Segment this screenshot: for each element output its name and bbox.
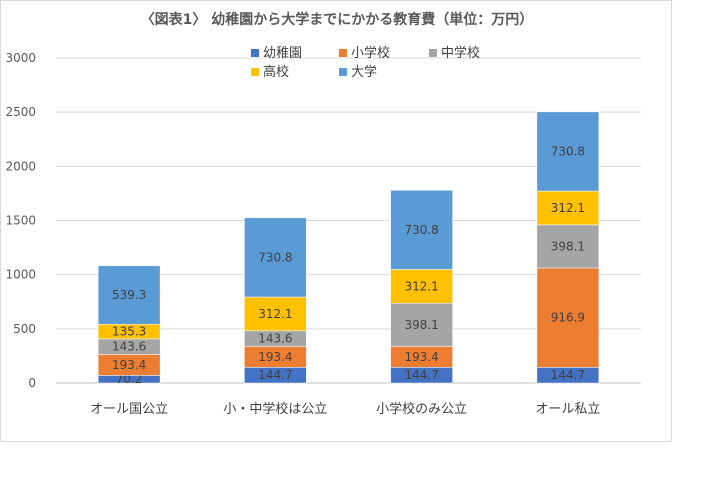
y-tick-label: 3000 [5, 51, 36, 65]
category-label: オール私立 [535, 402, 600, 417]
bar-segment [390, 302, 453, 347]
chart-area: 〈図表1〉 幼稚園から大学までにかかる教育費（単位：万円） 0 500 1000 15… [0, 0, 672, 442]
bars: 70.2193.4143.6135.3539.3144.7193.4143.63… [97, 111, 600, 386]
data-label: 143.6 [258, 332, 292, 346]
y-tick-label: 1000 [5, 268, 36, 282]
y-tick-label: 0 [28, 376, 36, 390]
y-tick-label: 2500 [5, 105, 36, 119]
data-label: 193.4 [258, 350, 292, 364]
data-label: 143.6 [112, 340, 146, 354]
data-label: 144.7 [258, 368, 292, 382]
chart-title: 〈図表1〉 幼稚園から大学までにかかる教育費（単位：万円） [141, 11, 534, 28]
data-label: 398.1 [404, 318, 438, 332]
bar-segment [536, 224, 600, 269]
data-label: 730.8 [258, 250, 292, 264]
y-axis: 0 500 1000 1500 2000 2500 3000 [5, 51, 36, 390]
data-label: 312.1 [551, 201, 585, 215]
legend-swatch [251, 49, 259, 57]
x-axis: オール国公立 小・中学校は公立 小学校のみ公立 オール私立 [90, 401, 600, 417]
legend-swatch [339, 49, 347, 57]
bar-segment [536, 267, 600, 368]
legend-swatch [429, 49, 437, 57]
data-label: 193.4 [404, 350, 438, 364]
stacked-bar-chart: 〈図表1〉 幼稚園から大学までにかかる教育費（単位：万円） 0 500 1000 15… [5, 11, 641, 417]
data-label: 312.1 [258, 307, 292, 321]
bar-segment [97, 265, 161, 325]
legend-label: 幼稚園 [263, 46, 302, 61]
legend-label: 小学校 [351, 45, 390, 61]
y-tick-label: 1500 [5, 214, 36, 228]
data-label: 144.7 [404, 368, 438, 382]
data-label: 70.2 [116, 372, 143, 386]
category-label: 小学校のみ公立 [376, 401, 467, 417]
legend-swatch [251, 68, 259, 76]
data-label: 730.8 [551, 144, 585, 158]
y-tick-label: 2000 [5, 159, 36, 173]
data-label: 312.1 [404, 279, 438, 293]
bar-segment [536, 190, 600, 226]
data-label: 916.9 [551, 311, 585, 325]
y-tick-label: 500 [13, 322, 36, 336]
bar-segment [390, 190, 453, 270]
data-label: 193.4 [112, 358, 146, 372]
data-label: 398.1 [551, 239, 585, 253]
bar-segment [390, 269, 453, 304]
legend-label: 中学校 [441, 45, 480, 61]
bar-segment [536, 111, 600, 192]
legend-label: 高校 [263, 64, 289, 80]
legend-swatch [339, 68, 347, 76]
category-label: オール国公立 [90, 402, 168, 417]
bar-segment [244, 217, 307, 298]
data-label: 539.3 [112, 288, 146, 302]
data-label: 144.7 [551, 368, 585, 382]
category-label: 小・中学校は公立 [223, 401, 327, 417]
legend-label: 大学 [351, 64, 377, 80]
data-label: 135.3 [112, 325, 146, 339]
data-label: 730.8 [404, 223, 438, 237]
